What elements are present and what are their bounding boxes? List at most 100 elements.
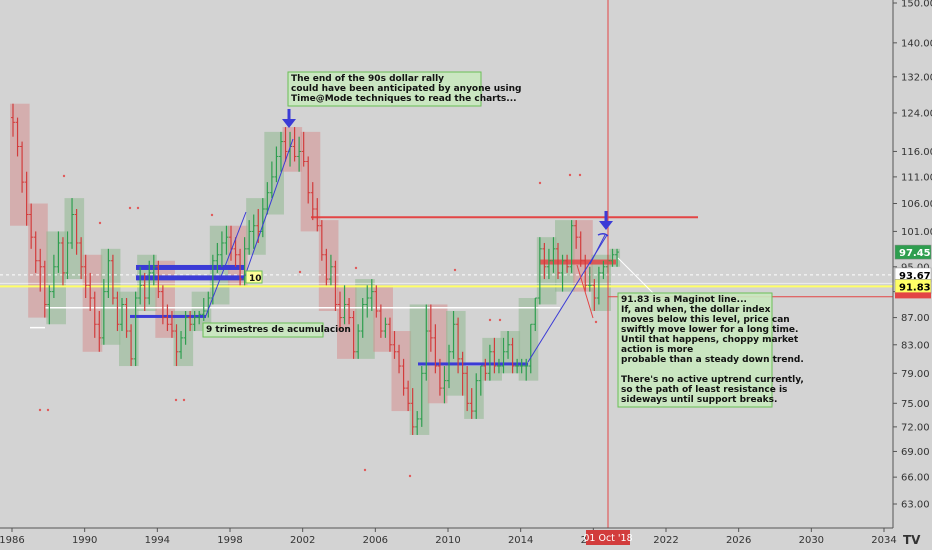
year-range-box (64, 198, 85, 280)
year-range-box (427, 304, 448, 404)
maginot-note-line: swiftly move lower for a long time. (621, 325, 798, 335)
marker-dot (298, 270, 302, 274)
accumulation-note-line: 9 trimestres de acumulacion (206, 325, 351, 335)
y-tick-label: 101.00 (901, 227, 932, 238)
maginot-note-line: If, and when, the dollar index (621, 305, 771, 315)
x-tick-label: 1998 (217, 535, 242, 546)
y-tick-label: 132.00 (901, 72, 932, 83)
y-tick-label: 116.00 (901, 147, 932, 158)
year-range-box (282, 127, 303, 172)
year-range-box (82, 254, 103, 352)
top-down-arrow-2-head (599, 221, 613, 230)
small-arc-icon (597, 232, 609, 237)
marker-dot (498, 318, 502, 322)
price-label: 93.67 (899, 271, 931, 282)
year-range-box (591, 254, 611, 311)
year-range-box (119, 291, 139, 367)
maginot-note-box (617, 292, 773, 408)
year-range-box (246, 198, 266, 255)
marker-dot (182, 398, 186, 402)
maginot-note-line: moves below this level, price can (621, 315, 790, 325)
marker-dot (488, 318, 492, 322)
price-label: 91.83 (899, 282, 931, 293)
blue-band-2010s (418, 362, 528, 366)
tradingview-logo: TV (903, 533, 921, 547)
maginot-note-line: There's no active uptrend currently, (621, 375, 804, 385)
marker-dot (594, 320, 598, 324)
marker-dot (46, 408, 50, 412)
price-label-box (894, 244, 932, 260)
x-tick-label: 1986 (0, 535, 25, 546)
year-range-box (228, 225, 248, 286)
marker-dot (363, 468, 367, 472)
top-note-line: could have been anticipated by anyone us… (291, 84, 521, 94)
x-tick-label: 2034 (871, 535, 896, 546)
year-range-box (355, 279, 375, 359)
y-tick-label: 72.00 (901, 422, 930, 433)
top-note-line: The end of the 90s dollar rally (291, 74, 444, 84)
marker-dot (210, 213, 214, 217)
blue-band-lower (136, 275, 245, 281)
x-tick-label: 2006 (363, 535, 388, 546)
top-note-line: Time@Mode techniques to read the charts.… (291, 94, 517, 104)
ohlc-bars-layer (11, 103, 620, 478)
red-band-2016 (540, 259, 616, 265)
y-tick-label: 140.00 (901, 38, 932, 49)
maginot-note-line: probable than a steady down trend. (621, 355, 804, 365)
y-tick-label: 79.00 (901, 369, 930, 380)
x-tick-label: 2002 (290, 535, 315, 546)
year-range-box (409, 304, 430, 435)
maginot-note-line: 91.83 is a Maginot line... (621, 295, 747, 305)
trend-line-down (576, 264, 594, 319)
year-range-box (573, 220, 593, 292)
top-note-box (287, 71, 482, 107)
year-range-box (100, 248, 121, 345)
marker-dot (578, 173, 582, 177)
trend-line-1 (204, 211, 247, 319)
y-tick-label: 75.00 (901, 399, 930, 410)
year-range-box (609, 248, 621, 267)
y-tick-label: 66.00 (901, 473, 930, 484)
year-range-box (28, 203, 48, 318)
year-range-box (318, 220, 339, 311)
year-range-box (482, 337, 502, 381)
marker-dot (568, 173, 572, 177)
top-down-arrow-1-head (282, 119, 296, 128)
marker-dot (174, 398, 178, 402)
year-range-box (264, 131, 284, 215)
count-label-box (245, 270, 263, 284)
x-tick-label: 2010 (435, 535, 460, 546)
cursor-date-label: 01 Oct '18 (583, 533, 632, 544)
y-tick-label: 124.00 (901, 108, 932, 119)
year-range-box (446, 310, 466, 396)
year-range-box (391, 331, 412, 412)
accumulation-note-box (202, 322, 324, 338)
cursor-date-box (586, 530, 630, 545)
year-range-box (464, 366, 484, 419)
blue-band-upper (136, 264, 245, 270)
price-label: 97.45 (899, 248, 931, 259)
marker-dot (38, 408, 42, 412)
year-range-box (300, 131, 321, 232)
y-tick-label: 150.00 (901, 0, 932, 10)
fill-boxes-layer (10, 103, 621, 435)
marker-dot (136, 206, 140, 210)
maginot-note-line: Until that happens, choppy market (621, 335, 799, 345)
count-label: 10 (249, 274, 262, 284)
x-tick-label: 2026 (726, 535, 751, 546)
y-tick-label: 83.00 (901, 340, 930, 351)
marker-dot (98, 221, 102, 225)
y-tick-label: 111.00 (901, 172, 932, 183)
year-range-box (46, 231, 66, 325)
marker-dot (538, 181, 542, 185)
maginot-note-line: so the path of least resistance is (621, 385, 787, 395)
y-tick-label: 87.00 (901, 313, 930, 324)
y-tick-label: 63.00 (901, 500, 930, 511)
x-tick-label: 2030 (799, 535, 824, 546)
year-range-box (555, 220, 575, 292)
year-range-box (191, 291, 212, 332)
